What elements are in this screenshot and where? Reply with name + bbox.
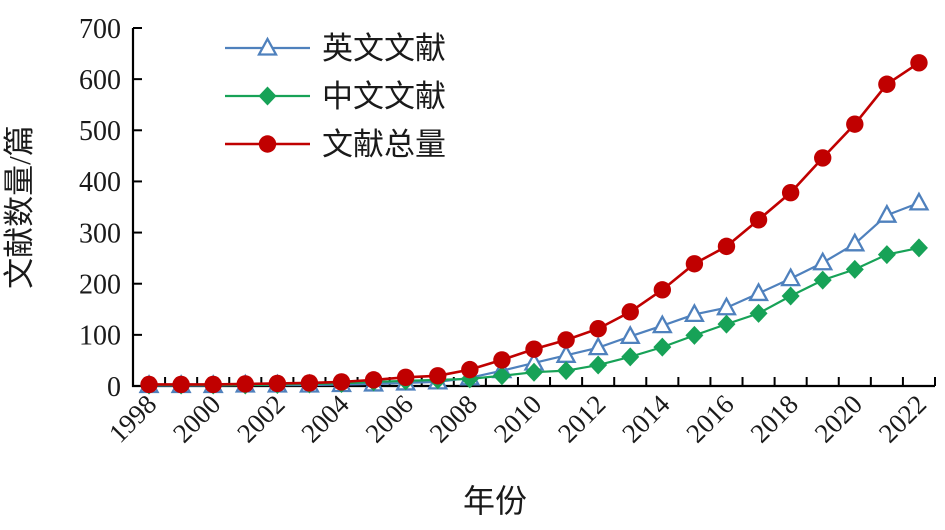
x-tick-label: 2006 <box>360 389 419 448</box>
series-2-marker <box>749 211 768 229</box>
series-2-marker <box>910 54 928 72</box>
series-1-marker <box>525 362 543 382</box>
legend-label-2: 文献总量 <box>322 127 446 162</box>
series-1-marker <box>909 238 928 258</box>
y-axis-title: 文献数量/篇 <box>2 125 37 289</box>
series-0-marker <box>683 303 705 323</box>
x-tick-label: 2004 <box>295 389 355 449</box>
series-2-marker <box>429 367 447 385</box>
series-2-marker <box>525 340 543 358</box>
series-1-marker <box>749 303 768 323</box>
series-2-marker <box>236 375 254 393</box>
series-2-marker <box>364 371 383 389</box>
series-1-marker <box>813 270 832 290</box>
series-1-marker <box>653 337 672 357</box>
series-2-marker <box>396 368 415 387</box>
x-tick-label: 2018 <box>744 389 803 448</box>
y-tick-label: 100 <box>79 321 121 352</box>
series-1-marker <box>845 259 864 279</box>
y-tick-label: 700 <box>79 14 121 45</box>
y-tick-label: 0 <box>107 372 121 403</box>
series-1-marker <box>877 245 896 265</box>
legend-marker-0 <box>257 36 278 56</box>
series-2-marker <box>268 374 287 393</box>
x-tick-label: 2014 <box>616 389 676 449</box>
series-0-marker <box>716 296 737 316</box>
y-tick-label: 300 <box>79 218 121 249</box>
series-2-marker <box>717 237 736 256</box>
series-1-marker <box>621 347 640 367</box>
series-0-marker <box>587 336 609 356</box>
series-0-marker <box>908 191 930 211</box>
y-tick-label: 600 <box>79 65 121 96</box>
y-tick-label: 200 <box>79 270 121 301</box>
series-2-marker <box>846 115 864 133</box>
legend-label-0: 英文文献 <box>322 31 446 66</box>
x-axis-title: 年份 <box>463 483 527 519</box>
series-1-marker <box>717 314 736 334</box>
series-2-marker <box>878 75 896 93</box>
series-2-marker <box>814 149 832 167</box>
series-0-marker <box>780 267 802 287</box>
x-tick-label: 2008 <box>424 389 483 448</box>
series-0-marker <box>651 314 673 334</box>
x-tick-label: 2022 <box>873 389 932 448</box>
series-1-marker <box>685 325 704 345</box>
series-2-marker <box>172 375 190 394</box>
series-2-marker <box>332 373 351 391</box>
series-2-marker <box>653 281 672 299</box>
y-tick-label: 400 <box>79 167 121 198</box>
series-2-marker <box>140 375 158 394</box>
x-tick-label: 2020 <box>809 389 868 448</box>
series-0-marker <box>844 232 866 252</box>
series-2-marker <box>300 374 319 392</box>
x-tick-label: 2012 <box>552 389 611 448</box>
series-2-marker <box>493 351 511 369</box>
series-0-marker <box>812 251 834 271</box>
series-2-marker <box>589 320 607 338</box>
x-tick-label: 2010 <box>488 389 547 448</box>
series-1-marker <box>781 286 800 306</box>
x-tick-label: 2002 <box>231 389 290 448</box>
legend-marker-1 <box>258 86 277 106</box>
series-2-marker <box>621 303 639 321</box>
series-1-marker <box>492 366 511 386</box>
x-tick-label: 2000 <box>167 389 226 448</box>
series-2-marker <box>461 360 479 379</box>
series-2-marker <box>781 183 800 202</box>
series-0-marker <box>748 282 770 302</box>
series-2-marker <box>204 375 222 394</box>
series-1-marker <box>557 361 576 381</box>
series-2-marker <box>557 331 575 349</box>
y-tick-label: 500 <box>79 116 121 147</box>
legend-label-1: 中文文献 <box>322 79 446 114</box>
legend-marker-2 <box>258 135 277 153</box>
series-0-marker <box>876 203 898 223</box>
series-0-marker <box>619 324 641 345</box>
x-tick-label: 2016 <box>680 389 739 448</box>
series-2-marker <box>685 255 704 273</box>
series-1-marker <box>589 355 608 375</box>
series-line-2 <box>149 61 920 386</box>
